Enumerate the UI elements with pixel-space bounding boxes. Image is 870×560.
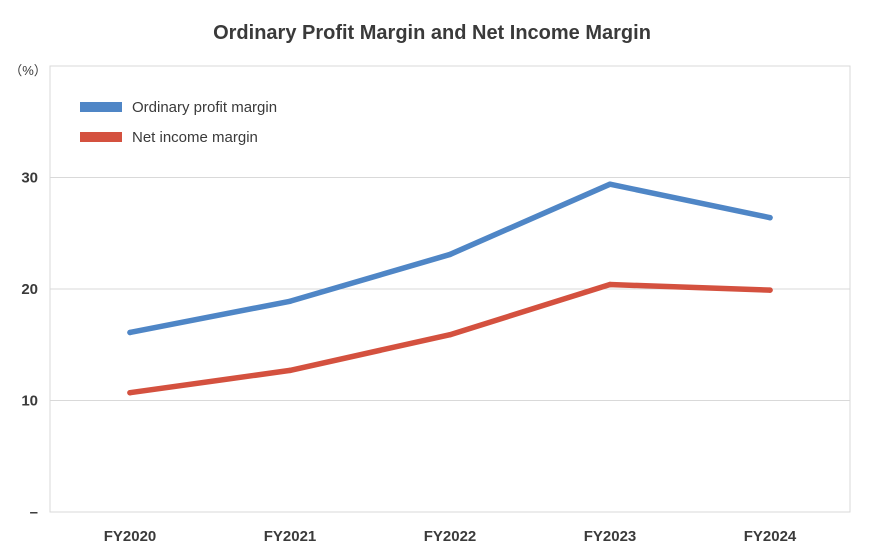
x-tick-label: FY2022 [424, 528, 477, 545]
series-lines [127, 181, 773, 396]
data-point [767, 287, 773, 293]
y-axis-unit: （%） [9, 63, 47, 78]
data-point [127, 329, 133, 336]
y-axis-ticks: 10 20 30 – [21, 170, 38, 522]
x-tick-label: FY2023 [584, 528, 637, 545]
y-tick-label: 10 [21, 393, 38, 410]
y-tick-label: 20 [21, 281, 38, 298]
series-line-1 [127, 181, 773, 336]
data-point [607, 281, 613, 288]
y-tick-label-zero: – [30, 504, 38, 521]
data-point [287, 298, 293, 305]
x-tick-label: FY2024 [744, 528, 797, 545]
legend: Ordinary profit margin Net income margin [80, 99, 277, 146]
data-point [287, 367, 293, 374]
x-tick-label: FY2021 [264, 528, 317, 545]
data-point [447, 331, 453, 338]
legend-swatch [80, 132, 122, 142]
data-point [127, 389, 133, 396]
x-tick-label: FY2020 [104, 528, 157, 545]
legend-swatch [80, 102, 122, 112]
data-point [767, 214, 773, 221]
series-line-2 [127, 281, 773, 396]
legend-label: Net income margin [132, 129, 258, 146]
chart-title: Ordinary Profit Margin and Net Income Ma… [213, 22, 651, 44]
y-tick-label: 30 [21, 170, 38, 187]
data-point [607, 181, 613, 187]
x-axis-ticks: FY2020 FY2021 FY2022 FY2023 FY2024 [104, 528, 797, 545]
legend-label: Ordinary profit margin [132, 99, 277, 116]
data-point [447, 251, 453, 258]
